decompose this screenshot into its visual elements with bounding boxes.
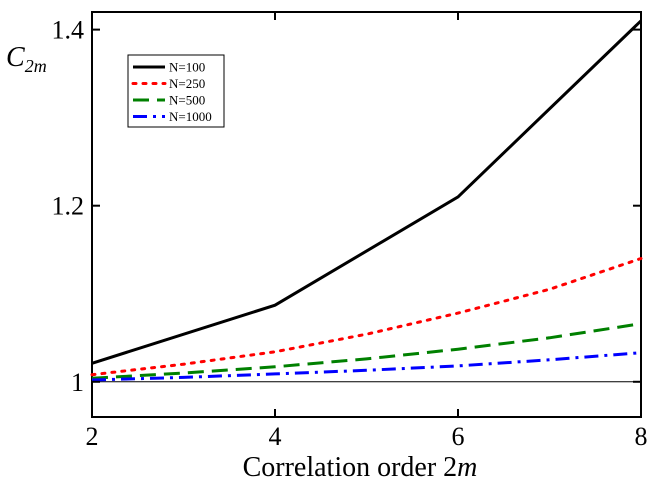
y-axis-label: C2m <box>6 42 47 76</box>
series-line-2 <box>90 257 643 377</box>
x-tick-label: 6 <box>452 422 465 451</box>
legend-label: N=1000 <box>169 109 212 124</box>
x-axis-label: Correlation order 2m <box>243 452 478 483</box>
y-tick-label: 1.2 <box>52 192 85 221</box>
x-tick-label: 8 <box>635 422 648 451</box>
y-axis-label-main: C <box>6 42 25 73</box>
series-line-4 <box>91 351 642 382</box>
series-layer <box>90 19 643 382</box>
plot-frame <box>91 11 642 418</box>
series-line-3 <box>91 322 642 380</box>
legend-label: N=100 <box>169 60 205 75</box>
x-axis-label-var: m <box>457 452 477 483</box>
y-tick-label: 1 <box>71 368 84 397</box>
series-line-1 <box>91 19 643 365</box>
x-tick-label: 2 <box>86 422 99 451</box>
y-tick-label: 1.4 <box>52 16 85 45</box>
y-axis-label-sub: 2m <box>25 56 47 76</box>
ticks-layer: 2 4 6 8 1 1.2 1.4 <box>52 12 648 451</box>
x-tick-label: 4 <box>269 422 282 451</box>
x-axis-label-prefix: Correlation order 2 <box>243 452 458 483</box>
legend-label: N=500 <box>169 93 205 108</box>
legend-label: N=250 <box>169 76 205 91</box>
